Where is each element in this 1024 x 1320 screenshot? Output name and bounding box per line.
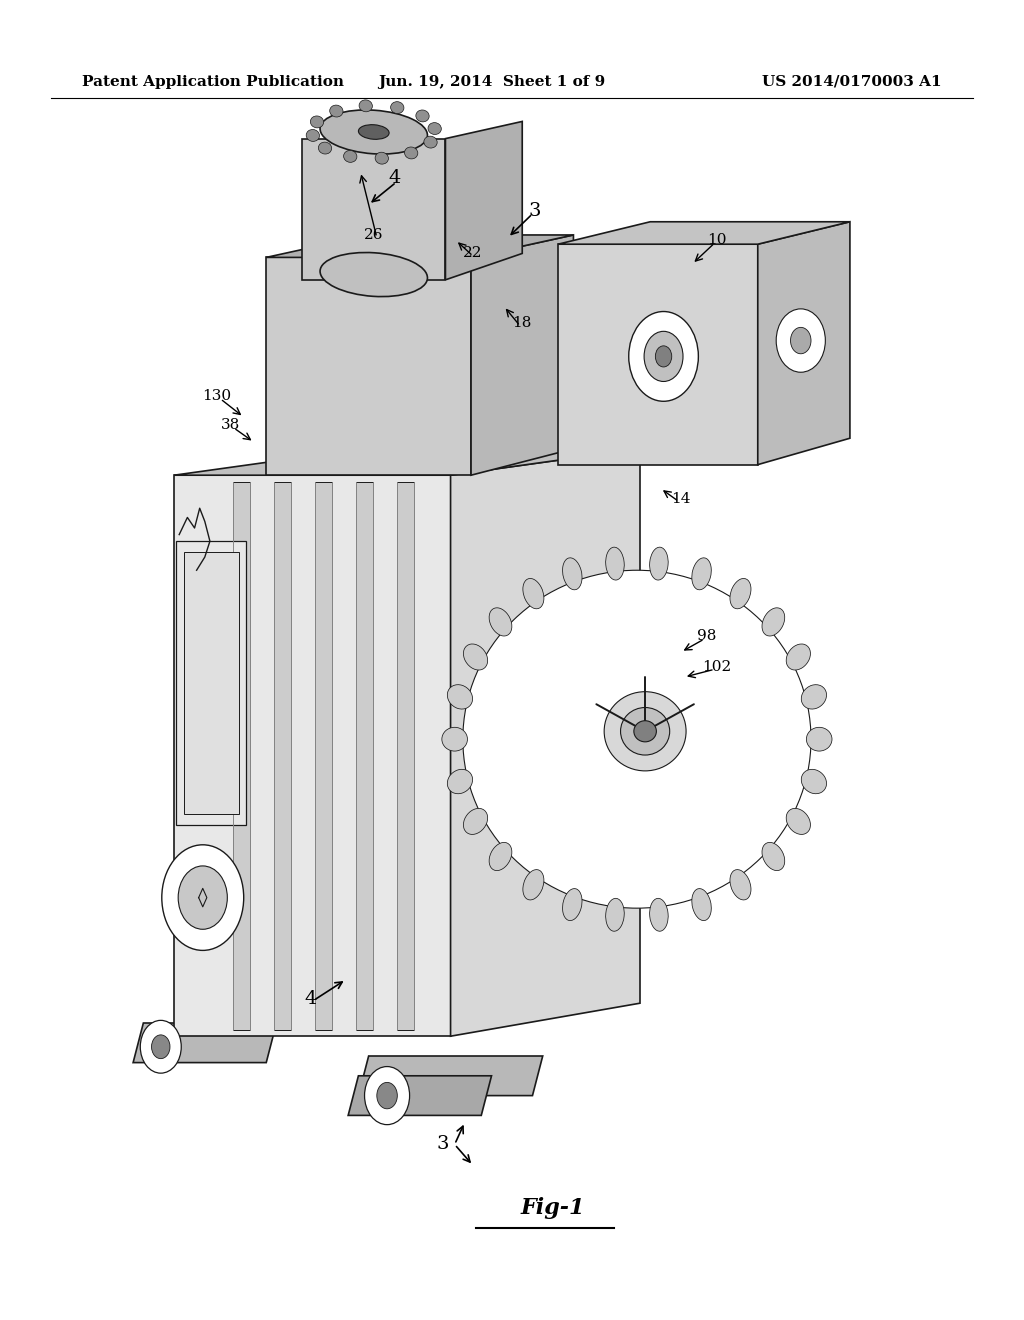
Ellipse shape	[404, 147, 418, 158]
Text: Patent Application Publication: Patent Application Publication	[82, 75, 344, 88]
Ellipse shape	[390, 102, 403, 114]
Ellipse shape	[762, 842, 784, 871]
Polygon shape	[266, 257, 471, 475]
Text: 3: 3	[436, 1135, 449, 1154]
Ellipse shape	[604, 692, 686, 771]
Ellipse shape	[634, 721, 656, 742]
Text: 22: 22	[463, 247, 483, 260]
Polygon shape	[266, 235, 573, 257]
Ellipse shape	[562, 558, 582, 590]
Ellipse shape	[786, 644, 810, 671]
Polygon shape	[233, 482, 250, 1030]
Ellipse shape	[416, 110, 429, 121]
Text: US 2014/0170003 A1: US 2014/0170003 A1	[763, 75, 942, 88]
Ellipse shape	[306, 129, 319, 141]
Ellipse shape	[523, 578, 544, 609]
Circle shape	[655, 346, 672, 367]
Ellipse shape	[523, 870, 544, 900]
Polygon shape	[274, 482, 291, 1030]
Ellipse shape	[344, 150, 357, 162]
Text: 4: 4	[304, 990, 316, 1008]
Ellipse shape	[330, 106, 343, 117]
Polygon shape	[184, 552, 239, 814]
Polygon shape	[471, 235, 573, 475]
Circle shape	[791, 327, 811, 354]
Text: 98: 98	[697, 630, 716, 643]
Ellipse shape	[692, 558, 712, 590]
Text: 26: 26	[364, 228, 384, 242]
Ellipse shape	[318, 143, 332, 154]
Text: 102: 102	[702, 660, 731, 673]
Polygon shape	[356, 482, 373, 1030]
Polygon shape	[174, 449, 640, 475]
Text: 38: 38	[221, 418, 240, 432]
Polygon shape	[176, 541, 246, 825]
Text: 18: 18	[513, 317, 531, 330]
Ellipse shape	[489, 842, 512, 871]
Polygon shape	[397, 482, 414, 1030]
Text: 4: 4	[388, 169, 400, 187]
Circle shape	[644, 331, 683, 381]
Polygon shape	[451, 449, 640, 1036]
Text: 10: 10	[707, 234, 727, 247]
Polygon shape	[315, 482, 332, 1030]
Ellipse shape	[802, 685, 826, 709]
Ellipse shape	[786, 808, 810, 834]
Polygon shape	[348, 1076, 492, 1115]
Ellipse shape	[605, 548, 625, 579]
Circle shape	[178, 866, 227, 929]
Polygon shape	[558, 244, 758, 465]
Polygon shape	[302, 139, 445, 280]
Circle shape	[629, 312, 698, 401]
Text: 130: 130	[203, 389, 231, 403]
Text: 3: 3	[528, 202, 541, 220]
Ellipse shape	[464, 644, 487, 671]
Text: 14: 14	[671, 492, 691, 506]
Circle shape	[377, 1082, 397, 1109]
Ellipse shape	[441, 727, 467, 751]
Ellipse shape	[807, 727, 831, 751]
Ellipse shape	[621, 708, 670, 755]
Polygon shape	[758, 222, 850, 465]
Ellipse shape	[463, 570, 811, 908]
Ellipse shape	[447, 770, 472, 793]
Ellipse shape	[310, 116, 324, 128]
Ellipse shape	[375, 152, 388, 164]
Circle shape	[162, 845, 244, 950]
Ellipse shape	[358, 124, 389, 140]
Circle shape	[776, 309, 825, 372]
Ellipse shape	[447, 685, 472, 709]
Polygon shape	[445, 121, 522, 280]
Circle shape	[365, 1067, 410, 1125]
Ellipse shape	[321, 252, 427, 297]
Ellipse shape	[605, 899, 625, 931]
Ellipse shape	[562, 888, 582, 920]
Polygon shape	[558, 222, 850, 244]
Ellipse shape	[464, 808, 487, 834]
Ellipse shape	[802, 770, 826, 793]
Ellipse shape	[730, 578, 751, 609]
Polygon shape	[133, 1023, 276, 1063]
Ellipse shape	[692, 888, 712, 920]
Ellipse shape	[321, 110, 427, 154]
Circle shape	[152, 1035, 170, 1059]
Ellipse shape	[730, 870, 751, 900]
Polygon shape	[358, 1056, 543, 1096]
Ellipse shape	[762, 607, 784, 636]
Ellipse shape	[489, 607, 512, 636]
Ellipse shape	[649, 548, 669, 579]
Ellipse shape	[424, 136, 437, 148]
Text: Jun. 19, 2014  Sheet 1 of 9: Jun. 19, 2014 Sheet 1 of 9	[378, 75, 605, 88]
Polygon shape	[174, 475, 451, 1036]
Text: Fig-1: Fig-1	[521, 1197, 585, 1218]
Circle shape	[140, 1020, 181, 1073]
Ellipse shape	[428, 123, 441, 135]
Ellipse shape	[649, 899, 669, 931]
Ellipse shape	[359, 100, 373, 112]
